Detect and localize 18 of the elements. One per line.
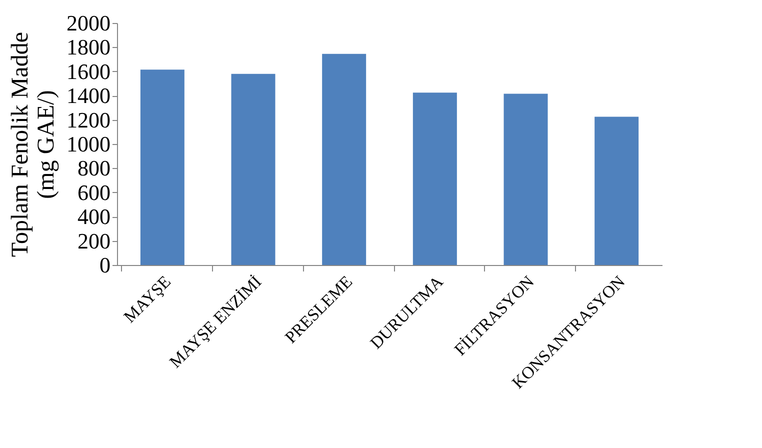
bar — [412, 92, 457, 265]
y-tick-label: 1400 — [66, 83, 110, 108]
bar — [140, 70, 184, 265]
bar — [322, 54, 366, 265]
bar — [594, 116, 639, 265]
bar — [231, 74, 276, 265]
y-tick-label: 200 — [78, 228, 110, 254]
y-tick-label: 1200 — [66, 107, 110, 132]
y-tick-label: 800 — [78, 156, 110, 181]
y-tick-label: 0 — [100, 252, 110, 278]
y-tick-label: 1000 — [66, 132, 110, 156]
bar — [504, 94, 548, 265]
y-axis-title: Toplam Fenolik Madde (mg GAE/) — [8, 32, 60, 257]
y-tick-label: 2000 — [66, 10, 110, 36]
y-tick-label: 600 — [78, 180, 110, 205]
y-tick-label: 1800 — [66, 34, 110, 60]
y-tick-label: 400 — [78, 204, 110, 230]
y-tick-label: 1600 — [66, 58, 110, 84]
